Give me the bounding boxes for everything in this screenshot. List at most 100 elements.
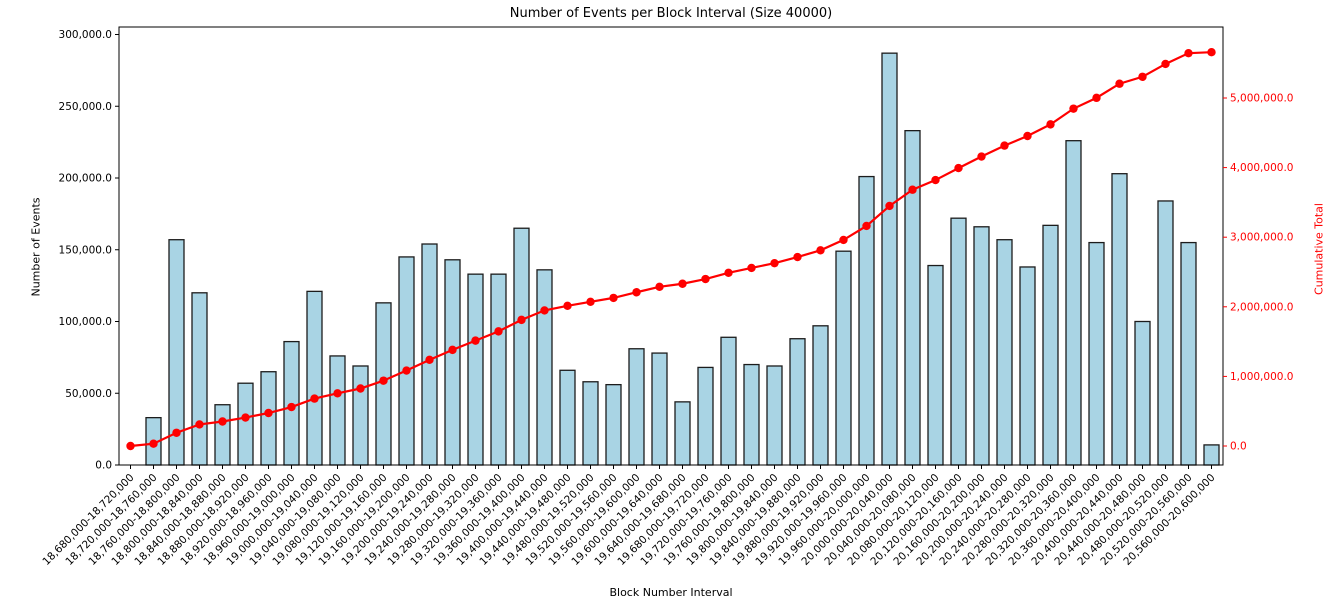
x-axis-title: Block Number Interval	[609, 586, 733, 599]
bar	[812, 325, 829, 466]
bar	[881, 52, 898, 466]
cumulative-point	[1207, 48, 1216, 57]
left-tick-label: 0.0	[95, 460, 112, 472]
bar	[858, 175, 875, 466]
bar	[559, 369, 576, 466]
cumulative-point	[1184, 48, 1193, 58]
bar	[720, 336, 737, 466]
cumulative-point	[793, 252, 802, 262]
cumulative-point	[1138, 72, 1147, 81]
cumulative-point	[241, 413, 250, 422]
bar	[950, 217, 967, 466]
right-tick-label: 1,000,000.0	[1230, 371, 1293, 383]
bar	[513, 227, 530, 466]
bar	[628, 348, 645, 466]
bar	[444, 259, 461, 466]
bar	[1111, 173, 1128, 466]
cumulative-point	[517, 315, 526, 325]
left-tick-label: 300,000.0	[59, 29, 112, 41]
right-tick-label: 2,000,000.0	[1230, 301, 1293, 313]
bar	[1134, 320, 1151, 466]
bar	[1157, 200, 1174, 466]
cumulative-point	[1023, 131, 1032, 141]
bar	[1065, 140, 1082, 466]
bar	[1203, 444, 1220, 466]
cumulative-point	[448, 345, 457, 355]
cumulative-point	[724, 268, 733, 278]
cumulative-point	[356, 384, 365, 393]
right-tick-label: 3,000,000.0	[1230, 232, 1293, 244]
bar	[789, 338, 806, 466]
cumulative-point	[609, 293, 618, 303]
cumulative-point	[931, 175, 940, 185]
bar	[651, 352, 668, 466]
right-tick-label: 5,000,000.0	[1230, 93, 1293, 105]
bar	[536, 269, 553, 466]
bar	[306, 290, 323, 466]
bar	[260, 371, 277, 466]
cumulative-point	[908, 185, 917, 194]
bar	[398, 256, 415, 466]
bar	[996, 239, 1013, 466]
cumulative-point	[1092, 93, 1101, 103]
bar	[191, 292, 208, 466]
cumulative-point	[816, 246, 825, 255]
left-tick-label: 100,000.0	[59, 316, 112, 328]
cumulative-point	[747, 263, 756, 273]
cumulative-point	[563, 301, 572, 311]
bar	[605, 383, 622, 466]
bar	[927, 264, 944, 466]
right-tick-label: 0.0	[1230, 441, 1247, 453]
bar	[1180, 241, 1197, 466]
cumulative-point	[885, 201, 894, 211]
cumulative-point	[379, 376, 388, 385]
cumulative-point	[954, 163, 963, 173]
bar	[467, 273, 484, 466]
bar	[582, 381, 599, 466]
cumulative-point	[678, 279, 687, 288]
left-tick-label: 50,000.0	[65, 388, 112, 400]
cumulative-point	[149, 439, 158, 448]
cumulative-point	[425, 355, 434, 365]
cumulative-point	[264, 408, 273, 418]
cumulative-point	[770, 258, 779, 268]
cumulative-point	[862, 221, 871, 231]
plot-border	[118, 26, 1224, 466]
cumulative-point	[287, 402, 296, 412]
bar	[490, 273, 507, 466]
bar	[835, 250, 852, 466]
bar	[214, 404, 231, 466]
cumulative-point	[172, 428, 181, 437]
cumulative-point	[632, 288, 641, 297]
bar	[329, 355, 346, 466]
cumulative-point	[540, 306, 549, 315]
cumulative-point	[126, 441, 135, 451]
right-tick-label: 4,000,000.0	[1230, 162, 1293, 174]
bar	[743, 363, 760, 466]
cumulative-point	[402, 366, 411, 375]
bar	[973, 226, 990, 466]
bar	[1088, 241, 1105, 466]
cumulative-point	[1115, 79, 1124, 88]
cumulative-point	[218, 417, 227, 426]
cumulative-point	[1069, 104, 1078, 113]
cumulative-point	[195, 420, 204, 429]
cumulative-point	[310, 394, 319, 403]
bar	[697, 366, 714, 466]
bar	[421, 243, 438, 466]
cumulative-point	[839, 235, 848, 245]
bar	[766, 365, 783, 466]
bar	[1042, 224, 1059, 466]
cumulative-point	[471, 336, 480, 345]
bar	[674, 401, 691, 466]
cumulative-point	[586, 297, 595, 306]
chart-title: Number of Events per Block Interval (Siz…	[509, 6, 833, 21]
cumulative-point	[977, 152, 986, 161]
cumulative-point	[1046, 120, 1055, 129]
bar	[1019, 266, 1036, 466]
left-tick-label: 200,000.0	[59, 173, 112, 185]
cumulative-point	[1161, 59, 1170, 69]
cumulative-point	[1000, 141, 1009, 150]
